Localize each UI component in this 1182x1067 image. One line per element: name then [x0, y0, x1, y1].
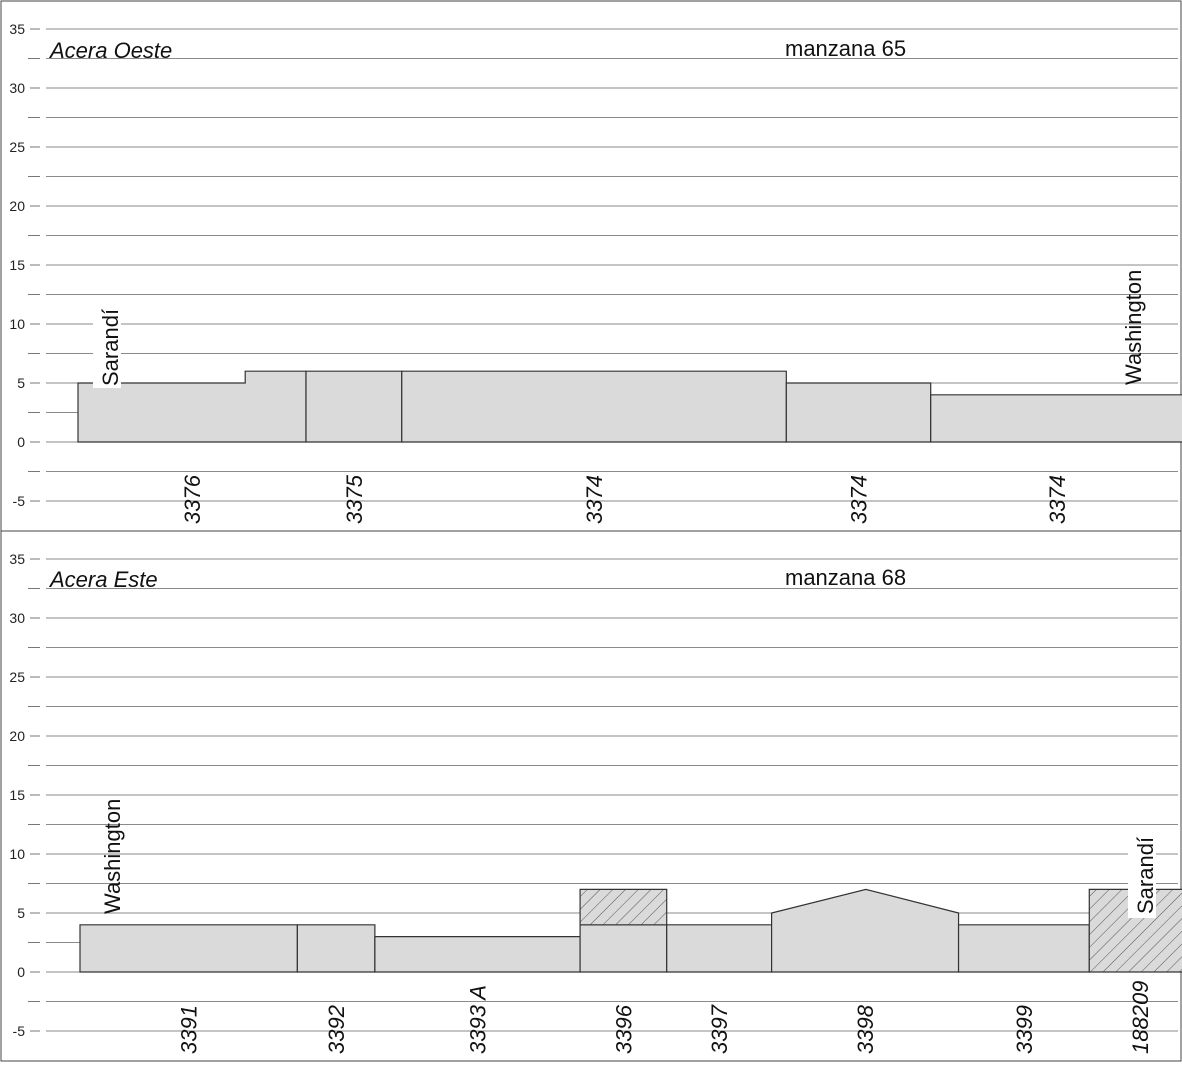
- street-label-start: Sarandí: [93, 296, 123, 388]
- parcel-label: 3391: [177, 1005, 202, 1054]
- building-3374: [930, 394, 1182, 443]
- building-3396: [579, 924, 668, 973]
- parcel-label: 3374: [582, 475, 607, 524]
- building-group: 3391 3392 3393 A 3396 3397 3398 3399 188209: [79, 888, 1182, 1054]
- building-group: 3376 3375 3374 3374 3374: [77, 370, 1182, 524]
- y-tick-label: 35: [9, 551, 25, 567]
- street-label-sarandi: Sarandí: [98, 309, 123, 386]
- y-tick-label: 30: [9, 80, 25, 96]
- panel-acera-oeste: 35 30 25 20 15 10 5 0 -5 3376 3375 3374 3374 3374 Ac…: [0, 0, 1182, 532]
- street-label-end: Washington: [1121, 270, 1146, 385]
- building-3397: [666, 924, 773, 973]
- building-3391: [79, 924, 298, 973]
- parcel-label: 188209: [1128, 981, 1153, 1054]
- parcel-label: 3374: [847, 475, 872, 524]
- y-tick-label: 0: [17, 434, 25, 450]
- building-3374: [401, 370, 787, 443]
- parcel-label: 3398: [853, 1004, 878, 1054]
- y-tick-label: 25: [9, 669, 25, 685]
- side-label: Acera Este: [48, 567, 158, 592]
- y-tick-label: 35: [9, 21, 25, 37]
- y-axis: 35 30 25 20 15 10 5 0 -5: [9, 21, 40, 509]
- building-3393-a: [374, 935, 581, 973]
- parcel-label: 3399: [1012, 1005, 1037, 1054]
- building-upper-floor: [579, 888, 668, 926]
- y-tick-label: -5: [13, 1023, 26, 1039]
- building-188209: [1088, 888, 1182, 973]
- street-label-washington: Washington: [100, 799, 125, 914]
- street-label-start: Washington: [100, 799, 125, 914]
- building-3398: [770, 888, 960, 973]
- y-axis: 35 30 25 20 15 10 5 0 -5: [9, 551, 40, 1039]
- block-label: manzana 65: [785, 36, 906, 61]
- parcel-label: 3375: [342, 474, 367, 524]
- y-tick-label: 10: [9, 846, 25, 862]
- y-tick-label: 20: [9, 728, 25, 744]
- parcel-label: 3393 A: [465, 985, 490, 1054]
- building-3374: [785, 382, 932, 443]
- parcel-label: 3396: [611, 1004, 636, 1054]
- side-label: Acera Oeste: [48, 38, 172, 63]
- y-tick-label: 15: [9, 787, 25, 803]
- panel-frame: [0, 0, 1182, 532]
- y-tick-label: 5: [17, 375, 25, 391]
- parcel-label: 3376: [180, 474, 205, 524]
- y-tick-label: 5: [17, 905, 25, 921]
- block-label: manzana 68: [785, 565, 906, 590]
- grid-lines: [46, 28, 1178, 502]
- grid-lines: [46, 558, 1178, 1032]
- street-label-bg: [1128, 826, 1156, 918]
- street-label-sarandi: Sarandí: [1133, 837, 1158, 914]
- y-tick-label: 25: [9, 139, 25, 155]
- building-3375: [305, 370, 403, 443]
- street-label-washington: Washington: [1121, 270, 1146, 385]
- parcel-label: 3374: [1045, 475, 1070, 524]
- y-tick-label: 20: [9, 198, 25, 214]
- street-label-end: Sarandí: [1128, 826, 1158, 918]
- y-tick-label: 0: [17, 964, 25, 980]
- parcel-label: 3392: [324, 1005, 349, 1054]
- y-tick-label: 30: [9, 610, 25, 626]
- panel-frame: [0, 530, 1182, 1062]
- street-label-bg: [93, 296, 121, 388]
- parcel-label: 3397: [707, 1004, 732, 1054]
- y-tick-label: 10: [9, 316, 25, 332]
- y-tick-label: 15: [9, 257, 25, 273]
- building-3392: [296, 924, 376, 973]
- building-3399: [957, 924, 1090, 973]
- y-tick-label: -5: [13, 493, 26, 509]
